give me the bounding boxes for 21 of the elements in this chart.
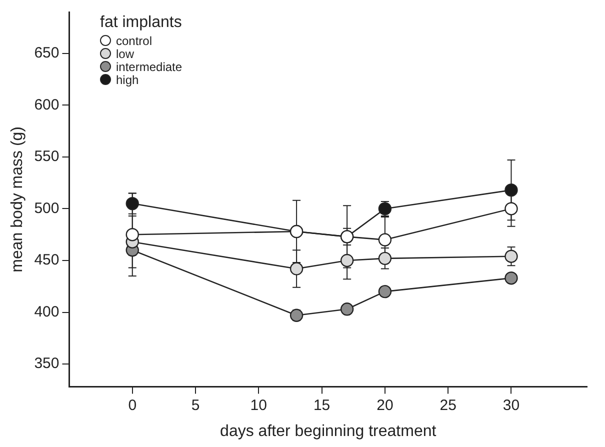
y-tick-label: 400 [34,303,60,320]
legend-label: control [116,34,152,48]
x-tick-label: 30 [502,396,520,414]
y-tick-label: 350 [34,355,60,372]
x-tick-label: 5 [191,396,200,414]
y-axis-title: mean body mass (g) [9,126,26,272]
x-tick-label: 25 [440,396,456,414]
y-tick-label: 550 [34,148,60,166]
legend-label: intermediate [116,60,182,74]
x-tick-label: 15 [313,396,330,414]
y-tick-label: 500 [34,200,60,217]
y-tick-label: 650 [34,44,60,62]
legend-title: fat implants [100,14,182,31]
x-axis-title: days after beginning treatment [220,422,437,440]
y-tick-label: 600 [34,96,60,114]
legend-label: low [116,47,134,61]
x-tick-label: 10 [250,396,267,414]
legend-label: high [116,73,139,87]
y-tick-label: 450 [34,252,60,269]
x-tick-label: 20 [376,396,394,414]
x-tick-label: 0 [128,396,137,414]
